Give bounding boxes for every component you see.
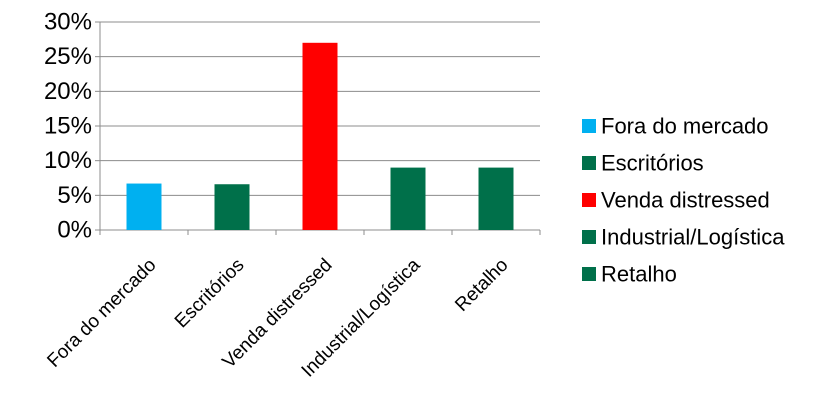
bar <box>390 167 426 230</box>
legend-label: Retalho <box>601 262 677 287</box>
y-tick-label: 15% <box>44 113 92 140</box>
legend-label: Industrial/Logística <box>601 225 785 250</box>
x-tick-label: Fora do mercado <box>43 255 160 372</box>
x-tick-label: Escritórios <box>171 255 249 333</box>
bar <box>478 167 514 230</box>
y-tick-labels: 0% 5% 10% 15% 20% 25% 30% <box>44 9 92 244</box>
legend-swatch <box>582 230 596 244</box>
bar <box>126 183 162 230</box>
y-tick-label: 30% <box>44 9 92 36</box>
bar <box>302 42 338 230</box>
legend-label: Escritórios <box>601 151 704 176</box>
y-tick-label: 0% <box>57 217 92 244</box>
bars <box>126 42 514 230</box>
legend-swatch <box>582 156 596 170</box>
y-tick-label: 25% <box>44 43 92 70</box>
legend-label: Fora do mercado <box>601 114 769 139</box>
x-tick-label: Retalho <box>451 255 512 316</box>
bar <box>214 184 250 230</box>
legend-label: Venda distressed <box>601 188 770 213</box>
legend-swatch <box>582 267 596 281</box>
legend: Fora do mercado Escritórios Venda distress… <box>582 114 785 287</box>
legend-swatch <box>582 193 596 207</box>
y-tick-label: 5% <box>57 182 92 209</box>
y-tick-label: 20% <box>44 78 92 105</box>
y-tick-label: 10% <box>44 147 92 174</box>
legend-swatch <box>582 119 596 133</box>
